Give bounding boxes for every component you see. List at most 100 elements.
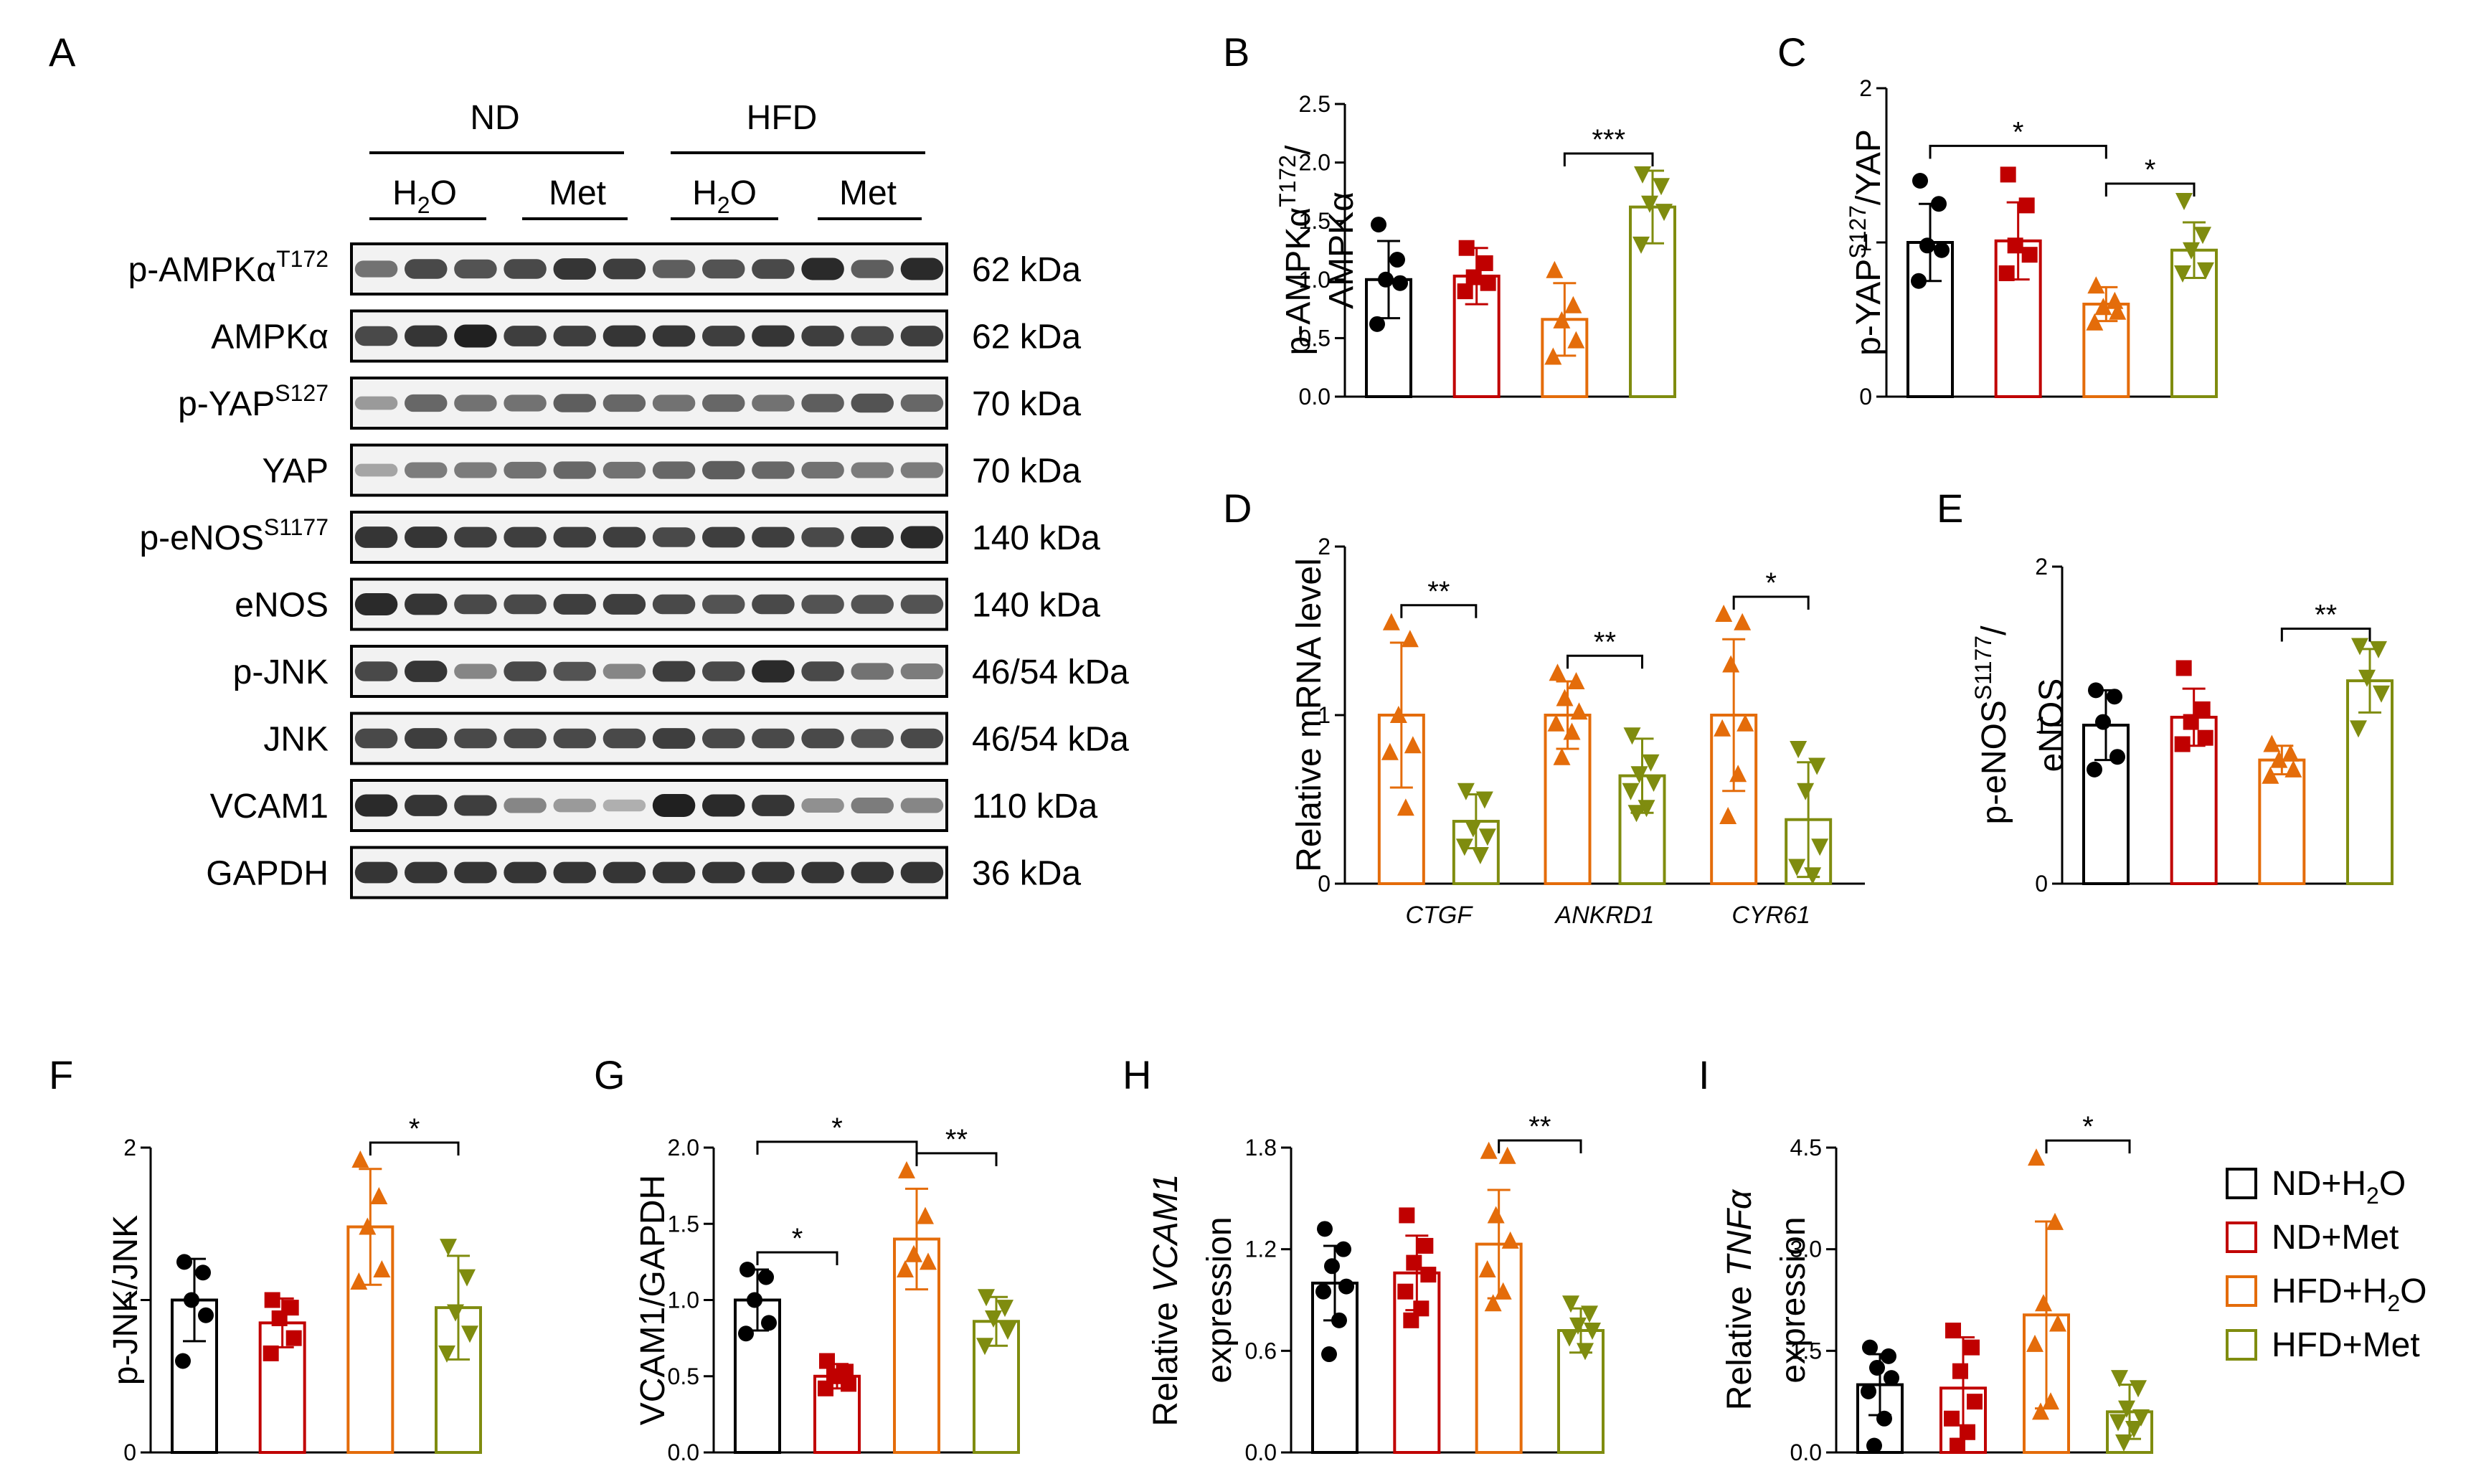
blot-band [900,257,944,280]
y-tick-label: 0.0 [1790,1440,1822,1465]
y-tick-label: 1.5 [1790,1338,1822,1364]
data-point [1645,775,1663,792]
legend-label: HFD+H2O [2272,1272,2427,1316]
data-point [447,1304,464,1322]
protein-name: YAP [263,453,329,491]
significance-bracket: * [756,1112,918,1155]
data-point [1487,1206,1505,1224]
legend-sub: 2 [2366,1183,2379,1209]
bracket-line [2280,628,2371,642]
data-point [1553,747,1571,765]
treatment-label: Met [549,174,606,212]
data-point [198,1307,214,1323]
y-label-text: Relative [1147,1292,1185,1427]
data-point [1547,714,1565,732]
data-point [1494,1282,1512,1300]
data-point [1389,706,1407,723]
bar-group [1785,741,1833,885]
blot-row-p-yap [350,377,948,430]
data-point [897,1260,914,1277]
blot-band [603,594,646,615]
blot-band [652,861,696,884]
data-point [2109,749,2125,765]
data-point [2026,1334,2043,1352]
bar-group [2023,1148,2070,1455]
data-point [1722,655,1740,673]
data-point [1567,672,1585,689]
blot-band [603,394,646,412]
data-point [271,1310,288,1326]
data-point [2263,734,2281,752]
data-point [1577,1343,1594,1361]
blot-band [652,461,696,479]
blot-band [851,260,894,278]
blot-band [851,526,894,548]
data-point [1642,754,1660,772]
y-label-text: expression [1775,1216,1813,1383]
data-point [2270,750,2288,768]
blot-band [454,795,497,816]
treatment-main: Met [549,174,606,212]
data-point [1912,173,1928,189]
data-point [2035,1294,2052,1312]
protein-label: p-eNOSS1177 [139,514,329,557]
y-axis-label: AMPKα [1323,192,1361,309]
data-point [2046,1212,2064,1230]
data-point [1719,807,1737,824]
y-label-text: eNOS [2033,679,2071,772]
data-point [1404,736,1422,754]
blot-band [702,861,745,884]
blot-band [354,260,398,278]
blot-band [900,526,944,549]
legend-swatch [2226,1329,2257,1361]
blot-band [702,728,745,749]
blot-row-jnk [350,712,948,765]
bar-group [2082,276,2130,398]
data-point [917,1206,934,1224]
bar-group [893,1161,940,1454]
blot-box [350,242,948,296]
blot-band [553,326,596,346]
blot-band [801,595,844,614]
data-point [2042,1392,2059,1410]
protein-name: p-eNOS [139,519,263,557]
blot-row-p-ampk- [350,242,948,296]
blot-band [405,861,448,884]
data-point [1584,1323,1601,1340]
blot-box [350,443,948,497]
blot-band [354,794,398,817]
y-label-text: p-YAP [1850,259,1888,356]
data-point [1406,1254,1422,1271]
panel-label-B: B [1223,29,1249,75]
bar-group [2170,192,2218,398]
blot-band [405,795,448,816]
data-point [2351,638,2368,656]
treatment-end: O [730,174,757,212]
data-point [176,1254,192,1270]
treatment-label: H2O [692,174,757,218]
data-point [1480,1141,1498,1159]
data-point [1546,260,1564,278]
blot-band [454,394,497,412]
data-point [2197,262,2214,280]
data-point [985,1310,1002,1328]
data-point [841,1376,856,1392]
bar-group [435,1239,482,1454]
data-point [2021,247,2038,263]
blot-band [553,526,596,548]
blot-band [702,794,745,817]
data-point [263,1345,279,1361]
data-point [1417,1237,1434,1254]
blot-band [553,594,596,615]
significance-bracket: ** [2280,600,2371,642]
legend-item: ND+Met [2226,1219,2399,1257]
legend-item: HFD+H2O [2226,1272,2427,1316]
blot-row-p-enos [350,511,948,564]
blot-band [454,526,497,548]
blot-band [900,728,944,749]
data-point [2106,291,2124,309]
data-point [1622,783,1640,800]
data-point [2111,1370,2128,1388]
y-axis-label: p-YAPS127/YAP [1845,129,1888,356]
protein-site: T172 [276,246,329,272]
